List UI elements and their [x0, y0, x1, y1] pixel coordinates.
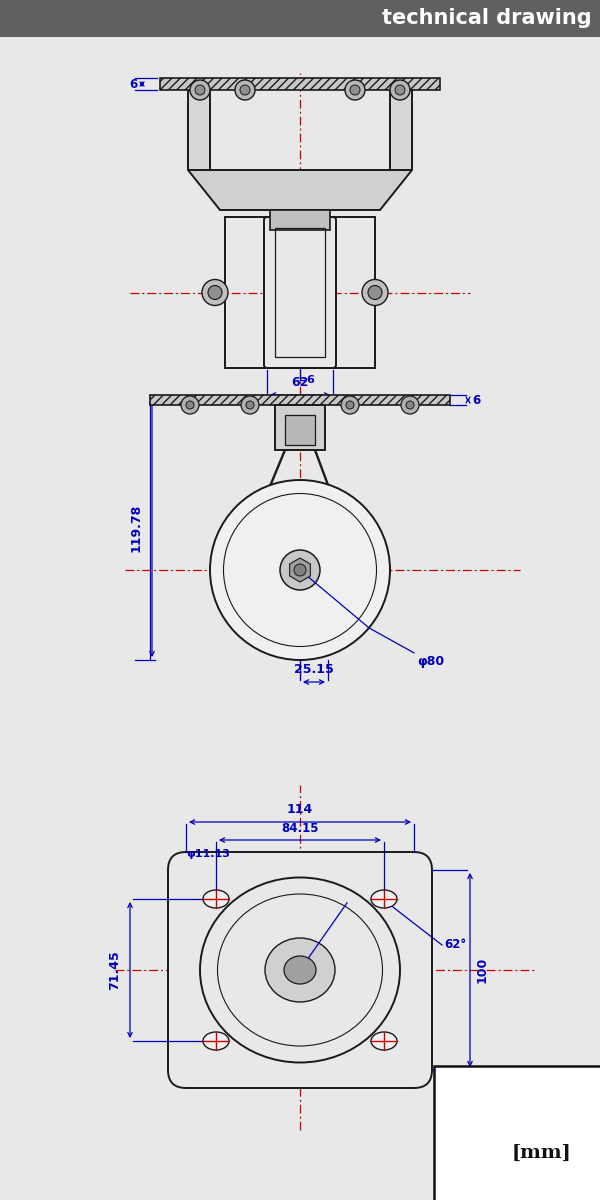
- FancyBboxPatch shape: [168, 852, 432, 1088]
- Circle shape: [401, 396, 419, 414]
- Ellipse shape: [371, 1032, 397, 1050]
- Circle shape: [235, 80, 255, 100]
- Ellipse shape: [371, 890, 397, 908]
- Circle shape: [406, 401, 414, 409]
- Bar: [275, 228, 325, 358]
- Circle shape: [240, 85, 250, 95]
- Circle shape: [294, 564, 306, 576]
- Text: 25.15: 25.15: [294, 662, 334, 676]
- Text: φ11.13: φ11.13: [186, 850, 230, 859]
- FancyBboxPatch shape: [264, 217, 336, 368]
- Text: 100: 100: [476, 956, 489, 983]
- Text: 62°: 62°: [444, 938, 466, 952]
- Circle shape: [190, 80, 210, 100]
- Bar: [390, 90, 412, 170]
- Polygon shape: [188, 170, 412, 210]
- Circle shape: [390, 80, 410, 100]
- Circle shape: [395, 85, 405, 95]
- Circle shape: [210, 480, 390, 660]
- Circle shape: [241, 396, 259, 414]
- Circle shape: [246, 401, 254, 409]
- Text: technical drawing: technical drawing: [382, 8, 592, 29]
- Polygon shape: [290, 558, 310, 582]
- Circle shape: [195, 85, 205, 95]
- Circle shape: [202, 280, 228, 306]
- Ellipse shape: [203, 890, 229, 908]
- Text: 20.39: 20.39: [290, 944, 319, 979]
- Text: [mm]: [mm]: [512, 1144, 572, 1162]
- Text: 119.78: 119.78: [130, 503, 143, 552]
- Bar: [285, 415, 315, 445]
- Circle shape: [186, 401, 194, 409]
- Circle shape: [341, 396, 359, 414]
- Bar: [275, 404, 325, 450]
- Bar: [225, 217, 375, 368]
- Text: 6: 6: [130, 78, 138, 90]
- Circle shape: [280, 550, 320, 590]
- Text: 62: 62: [292, 376, 308, 389]
- Text: 114: 114: [287, 803, 313, 816]
- Circle shape: [368, 286, 382, 300]
- Bar: [188, 90, 210, 170]
- Text: 6: 6: [306, 374, 314, 385]
- Circle shape: [346, 401, 354, 409]
- Text: φ80: φ80: [417, 655, 444, 668]
- Ellipse shape: [203, 1032, 229, 1050]
- Bar: [270, 210, 330, 230]
- Circle shape: [350, 85, 360, 95]
- Text: 84.15: 84.15: [281, 822, 319, 835]
- Bar: [0, 0, 600, 37]
- Text: 71.45: 71.45: [108, 950, 121, 990]
- Text: 6: 6: [472, 394, 480, 407]
- Bar: [150, 395, 450, 404]
- Circle shape: [362, 280, 388, 306]
- Ellipse shape: [284, 956, 316, 984]
- Circle shape: [181, 396, 199, 414]
- Circle shape: [345, 80, 365, 100]
- Ellipse shape: [265, 938, 335, 1002]
- Bar: [160, 78, 440, 90]
- Circle shape: [208, 286, 222, 300]
